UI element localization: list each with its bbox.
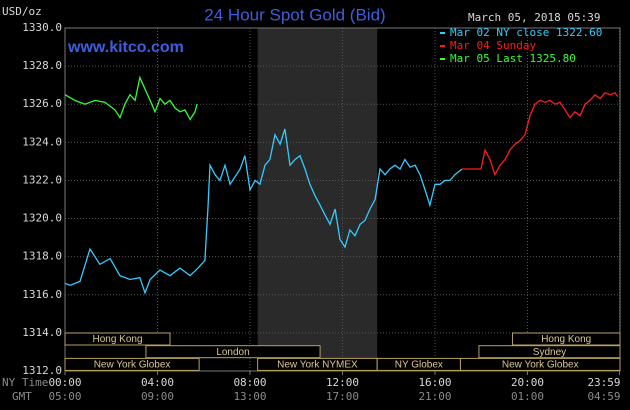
legend-label: Mar 05 Last 1325.80 (450, 52, 576, 65)
x-tick-label: 04:00 (141, 376, 174, 389)
price-line (64, 75, 198, 121)
y-tick-label: 1314.0 (22, 326, 62, 339)
x2-tick-label: 17:00 (326, 390, 359, 403)
plot-frame (64, 27, 621, 372)
x-tick-label: 16:00 (418, 376, 451, 389)
session-box (64, 332, 171, 346)
x2-tick-label: 01:00 (511, 390, 544, 403)
x-tick-label: 12:00 (326, 376, 359, 389)
x2-tick-label: 05:00 (48, 390, 81, 403)
y-tick-label: 1312.0 (22, 364, 62, 377)
y-tick-label: 1318.0 (22, 250, 62, 263)
session-box (459, 357, 621, 371)
session-box (511, 332, 621, 346)
y-tick-label: 1330.0 (22, 21, 62, 34)
x2-axis-label: GMT (12, 390, 32, 403)
x2-tick-label: 09:00 (141, 390, 174, 403)
session-label: Sydney (533, 347, 566, 358)
session-label: New York Globex (502, 360, 579, 371)
y-tick-label: 1324.0 (22, 135, 62, 148)
y-tick-label: 1320.0 (22, 212, 62, 225)
session-label: London (216, 347, 249, 358)
y-tick-label: 1316.0 (22, 288, 62, 301)
legend-label: Mar 02 NY close 1322.60 (450, 26, 602, 39)
session-label: New York NYMEX (277, 360, 358, 371)
x-tick-label: 00:00 (48, 376, 81, 389)
session-box (145, 345, 321, 359)
timestamp: March 05, 2018 05:39 (468, 11, 600, 24)
site-name: www.kitco.com (67, 39, 184, 56)
chart-title: 24 Hour Spot Gold (Bid) (204, 5, 385, 24)
y-tick-label: 1326.0 (22, 97, 62, 110)
x-tick-label: 08:00 (233, 376, 266, 389)
price-line (462, 92, 619, 177)
x2-tick-label: 13:00 (233, 390, 266, 403)
session-box (478, 345, 621, 359)
y-tick-label: 1322.0 (22, 173, 62, 186)
price-line (64, 128, 463, 295)
x-axis-label: NY Time (2, 376, 48, 389)
y-axis-label: USD/oz (2, 5, 42, 18)
y-tick-label: 1328.0 (22, 59, 62, 72)
x2-tick-label: 21:00 (418, 390, 451, 403)
session-label: NY Globex (395, 360, 443, 371)
x-tick-label: 23:59 (587, 376, 620, 389)
session-box (64, 357, 200, 371)
x-tick-label: 20:00 (511, 376, 544, 389)
legend-label: Mar 04 Sunday (450, 39, 536, 52)
x2-tick-label: 04:59 (587, 390, 620, 403)
session-label: Hong Kong (541, 334, 591, 345)
session-label: New York Globex (94, 360, 171, 371)
session-label: Hong Kong (92, 334, 142, 345)
